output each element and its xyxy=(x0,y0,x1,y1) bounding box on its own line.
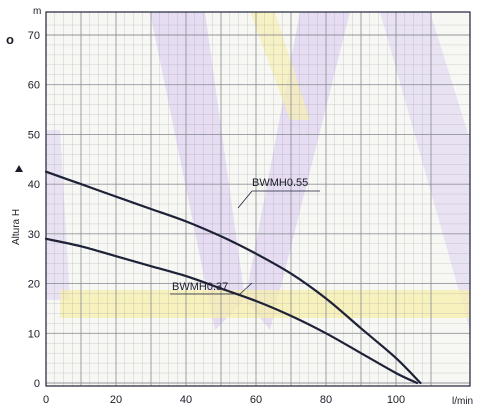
arrow-up-icon xyxy=(15,165,23,172)
y-unit-label: m xyxy=(33,6,41,17)
y-tick-label: 30 xyxy=(28,229,40,241)
x-tick-label: 100 xyxy=(387,394,405,406)
tick-labels: 0 20 40 60 80 100 0 10 20 30 40 50 60 70 xyxy=(28,30,405,406)
series-leader-bwmh055-tick xyxy=(237,190,253,209)
x-tick-label: 80 xyxy=(320,394,332,406)
y-tick-label: 60 xyxy=(28,80,40,92)
y-tick-label: 0 xyxy=(34,378,40,390)
plot-background xyxy=(46,12,470,386)
watermark-stroke-2 xyxy=(245,12,350,330)
series-line-bwmh055 xyxy=(44,170,422,385)
y-tick-label: 70 xyxy=(28,30,40,42)
y-tick-label: 10 xyxy=(28,328,40,340)
y-tick-label: 20 xyxy=(28,279,40,291)
series-leader-bwmh037-tick xyxy=(239,282,253,295)
watermark-stroke-4 xyxy=(46,130,70,300)
y-axis-title: Altura H xyxy=(11,209,22,245)
watermark-accent xyxy=(250,12,310,120)
watermark-stroke-3 xyxy=(380,12,470,330)
x-unit-label: l/min xyxy=(452,396,473,407)
x-tick-label: 40 xyxy=(180,394,192,406)
x-tick-label: 0 xyxy=(43,394,49,406)
y-tick-label: 50 xyxy=(28,129,40,141)
x-tick-label: 20 xyxy=(110,394,122,406)
series-line-bwmh037 xyxy=(44,237,419,385)
series-label-bwmh037: BWMH0.37 xyxy=(172,281,228,293)
x-tick-label: 60 xyxy=(250,394,262,406)
corner-mark: o xyxy=(6,32,14,47)
plot-frame xyxy=(45,11,471,387)
series-lines xyxy=(44,170,422,385)
series-label-bwmh055: BWMH0.55 xyxy=(252,177,308,189)
y-tick-label: 40 xyxy=(28,179,40,191)
